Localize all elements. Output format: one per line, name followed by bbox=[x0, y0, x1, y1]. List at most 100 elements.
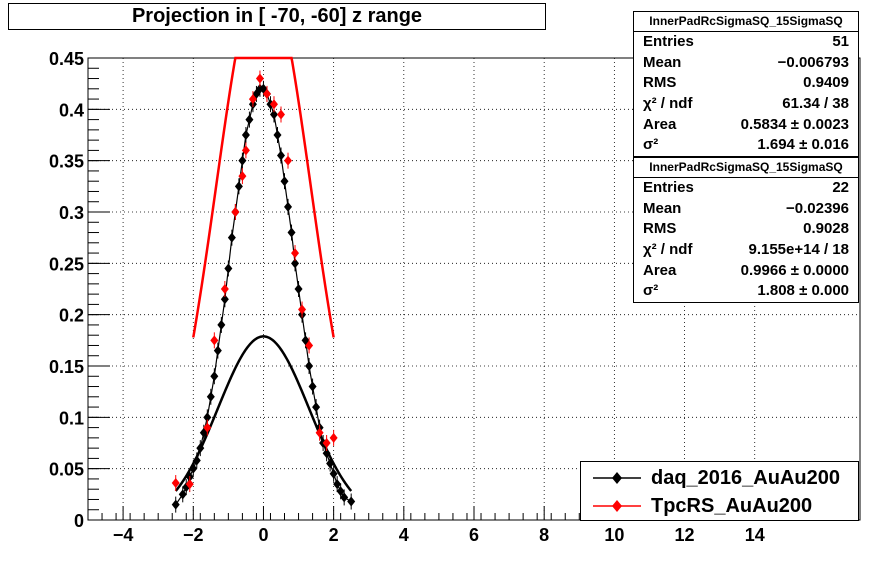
legend-entry-tpcrs: TpcRS_AuAu200 bbox=[581, 492, 858, 520]
data-point-daq bbox=[287, 227, 296, 238]
data-point-tpcrs bbox=[262, 88, 271, 99]
data-point-tpcrs bbox=[171, 478, 180, 489]
y-tick-label: 0.25 bbox=[49, 254, 84, 274]
x-tick-label: −4 bbox=[113, 525, 134, 545]
data-point-tpcrs bbox=[238, 171, 247, 182]
data-point-daq bbox=[171, 499, 180, 510]
data-point-daq bbox=[277, 150, 285, 161]
data-point-tpcrs bbox=[185, 479, 194, 490]
stat-value: 61.34 / 38 bbox=[782, 95, 849, 113]
stat-label: Mean bbox=[643, 199, 682, 217]
legend-label: TpcRS_AuAu200 bbox=[651, 495, 813, 517]
stat-value: 0.9028 bbox=[803, 220, 849, 238]
stat-label: σ² bbox=[643, 282, 659, 300]
stat-label: Entries bbox=[643, 33, 694, 50]
stat-value: 51 bbox=[832, 33, 849, 50]
data-point-daq bbox=[291, 258, 300, 269]
data-point-daq bbox=[269, 109, 278, 120]
stat-row: χ² / ndf 9.155e+14 / 18 bbox=[634, 240, 858, 261]
stat-value: 9.155e+14 / 18 bbox=[748, 241, 849, 259]
stat-value: 0.9966 ± 0.0000 bbox=[740, 261, 849, 279]
x-tick-label: 0 bbox=[258, 525, 268, 545]
y-tick-label: 0.35 bbox=[49, 152, 84, 172]
stat-value: 1.694 ± 0.016 bbox=[757, 136, 849, 154]
data-point-tpcrs bbox=[305, 340, 314, 351]
stat-row: RMS 0.9409 bbox=[634, 73, 858, 94]
x-tick-label: 12 bbox=[675, 525, 695, 545]
data-point-tpcrs bbox=[322, 438, 331, 448]
data-point-daq bbox=[196, 443, 205, 454]
data-point-daq bbox=[284, 201, 293, 212]
stat-value: 22 bbox=[832, 179, 849, 196]
data-point-tpcrs bbox=[248, 94, 257, 105]
data-point-daq bbox=[192, 455, 201, 466]
legend-label: daq_2016_AuAu200 bbox=[651, 467, 840, 489]
stat-label: RMS bbox=[643, 74, 677, 92]
stat-label: RMS bbox=[643, 220, 677, 238]
stat-label: Entries bbox=[643, 179, 694, 196]
stat-label: Mean bbox=[643, 53, 682, 71]
data-point-daq bbox=[241, 130, 250, 140]
data-point-daq bbox=[312, 402, 321, 413]
y-tick-label: 0.45 bbox=[49, 49, 84, 69]
data-point-daq bbox=[234, 181, 243, 192]
stat-label: Area bbox=[643, 261, 677, 279]
data-point-daq bbox=[203, 412, 212, 423]
stat-row: σ² 1.694 ± 0.016 bbox=[634, 135, 858, 156]
legend-marker-tpcrs bbox=[593, 500, 641, 512]
data-point-daq bbox=[189, 463, 198, 474]
data-point-daq bbox=[340, 492, 349, 503]
fit-curve-tpcrs bbox=[192, 56, 335, 338]
x-tick-label: 8 bbox=[539, 525, 549, 545]
stat-value: 1.808 ± 0.000 bbox=[757, 282, 849, 300]
data-point-tpcrs bbox=[269, 99, 278, 110]
data-point-daq bbox=[347, 496, 356, 507]
data-point-daq bbox=[326, 458, 335, 469]
stat-row: Mean −0.006793 bbox=[634, 53, 858, 74]
data-point-daq bbox=[333, 479, 342, 490]
data-point-daq bbox=[206, 391, 215, 402]
data-point-tpcrs bbox=[241, 145, 250, 156]
data-point-daq bbox=[305, 361, 314, 371]
stats-box-daq: InnerPadRcSigmaSQ_15SigmaSQ Entries 51 Me… bbox=[633, 11, 859, 158]
stats-box-title: InnerPadRcSigmaSQ_15SigmaSQ bbox=[634, 12, 858, 32]
data-point-tpcrs bbox=[210, 335, 219, 346]
stat-label: χ² / ndf bbox=[643, 241, 693, 259]
data-point-daq bbox=[213, 345, 222, 356]
y-tick-label: 0.1 bbox=[59, 408, 84, 428]
x-tick-label: 6 bbox=[469, 525, 479, 545]
legend: daq_2016_AuAu200 TpcRS_AuAu200 bbox=[580, 461, 859, 521]
stat-row: Entries 51 bbox=[634, 32, 858, 53]
data-point-daq bbox=[220, 294, 229, 305]
stat-row: Entries 22 bbox=[634, 178, 858, 199]
y-tick-label: 0.2 bbox=[59, 306, 84, 326]
data-point-daq bbox=[273, 130, 282, 140]
chart-title: Projection in [ -70, -60] z range bbox=[8, 3, 546, 30]
data-point-tpcrs bbox=[203, 422, 212, 433]
y-tick-label: 0 bbox=[74, 511, 84, 531]
x-tick-label: 2 bbox=[329, 525, 339, 545]
data-point-tpcrs bbox=[231, 207, 240, 217]
stat-row: RMS 0.9028 bbox=[634, 219, 858, 240]
stat-label: Area bbox=[643, 115, 677, 133]
data-point-daq bbox=[329, 468, 338, 479]
data-point-daq bbox=[224, 263, 233, 274]
stat-row: Mean −0.02396 bbox=[634, 199, 858, 220]
stat-row: χ² / ndf 61.34 / 38 bbox=[634, 94, 858, 115]
data-point-tpcrs bbox=[298, 304, 307, 315]
stat-label: σ² bbox=[643, 136, 659, 154]
data-point-tpcrs bbox=[284, 155, 293, 166]
data-point-daq bbox=[322, 448, 331, 459]
x-tick-label: −2 bbox=[183, 525, 204, 545]
data-point-tpcrs bbox=[329, 432, 338, 443]
stat-value: −0.02396 bbox=[786, 199, 849, 217]
y-tick-label: 0.3 bbox=[59, 203, 84, 223]
data-point-daq bbox=[178, 489, 187, 500]
data-point-tpcrs bbox=[315, 427, 324, 438]
stat-label: χ² / ndf bbox=[643, 95, 693, 113]
data-point-daq bbox=[238, 155, 247, 166]
data-point-daq bbox=[336, 486, 345, 497]
y-tick-label: 0.4 bbox=[59, 100, 84, 120]
data-point-daq bbox=[280, 176, 289, 187]
y-tick-label: 0.05 bbox=[49, 460, 84, 480]
